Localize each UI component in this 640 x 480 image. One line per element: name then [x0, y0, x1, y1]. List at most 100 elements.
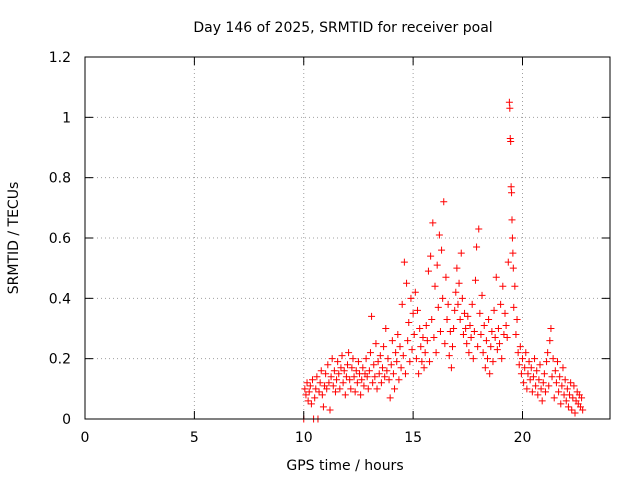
data-point: [479, 349, 487, 357]
data-point: [444, 300, 452, 308]
data-point: [385, 376, 393, 384]
data-point: [410, 331, 418, 339]
data-point: [512, 331, 520, 339]
data-point: [544, 349, 552, 357]
data-point: [364, 385, 372, 393]
data-point: [454, 300, 462, 308]
data-point: [537, 385, 545, 393]
data-point: [481, 364, 489, 372]
data-point: [374, 358, 382, 366]
data-point: [387, 361, 395, 369]
data-point: [418, 358, 426, 366]
y-tick-label: 0.6: [49, 231, 71, 247]
data-point: [313, 373, 321, 381]
data-point: [401, 370, 409, 378]
x-tick-label: 20: [514, 430, 532, 446]
data-point: [436, 328, 444, 336]
data-point: [552, 379, 560, 387]
data-point: [357, 391, 365, 399]
data-point: [353, 379, 361, 387]
data-point: [522, 349, 530, 357]
data-point: [547, 325, 555, 332]
data-point: [368, 312, 376, 320]
data-point: [388, 337, 396, 345]
data-point: [352, 367, 360, 375]
data-point: [415, 370, 423, 378]
data-point: [420, 364, 428, 372]
data-point: [326, 406, 334, 414]
data-point: [555, 388, 563, 396]
data-point: [435, 231, 443, 239]
data-point: [345, 349, 353, 357]
data-point: [408, 346, 416, 354]
data-point: [516, 343, 524, 351]
data-point: [331, 388, 339, 396]
data-point: [389, 370, 397, 378]
data-point: [409, 309, 417, 317]
data-point: [543, 358, 551, 366]
data-point: [455, 279, 463, 287]
data-point: [496, 340, 504, 348]
data-point: [540, 370, 548, 378]
data-point: [372, 340, 380, 348]
data-point: [336, 385, 344, 393]
data-point: [430, 334, 438, 342]
data-point: [532, 382, 540, 390]
data-point: [340, 367, 348, 375]
data-point: [305, 388, 313, 396]
data-point: [383, 367, 391, 375]
data-point: [511, 282, 519, 290]
data-point: [488, 328, 496, 336]
data-point: [419, 334, 427, 342]
data-point: [317, 367, 325, 375]
y-tick-label: 1.2: [49, 50, 71, 66]
data-point: [507, 183, 515, 191]
data-point: [440, 198, 448, 206]
data-point: [349, 355, 357, 363]
data-point: [417, 343, 425, 351]
data-point: [450, 325, 458, 332]
data-point: [311, 394, 319, 402]
data-point: [391, 385, 399, 393]
data-point: [463, 340, 471, 348]
data-point: [346, 376, 354, 384]
data-point: [486, 370, 494, 378]
data-point: [319, 403, 327, 411]
data-point: [315, 388, 323, 396]
data-point: [405, 318, 413, 326]
data-point: [339, 379, 347, 387]
data-point: [527, 364, 535, 372]
data-point: [466, 321, 474, 329]
x-tick-label: 15: [404, 430, 422, 446]
data-point: [406, 358, 414, 366]
data-point: [365, 367, 373, 375]
data-point: [570, 382, 578, 390]
data-point: [471, 276, 479, 284]
data-point: [456, 315, 464, 323]
data-point: [554, 358, 561, 366]
data-point: [514, 349, 522, 357]
data-point: [561, 376, 569, 384]
data-point: [431, 282, 439, 290]
data-point: [384, 355, 392, 363]
data-point: [578, 394, 586, 402]
data-point: [510, 303, 518, 311]
data-point: [434, 303, 442, 311]
data-point: [342, 373, 350, 381]
data-point: [370, 361, 378, 369]
data-point: [521, 364, 529, 372]
data-point: [566, 391, 574, 399]
data-point: [567, 379, 575, 387]
x-tick-label: 10: [295, 430, 313, 446]
data-point: [498, 355, 506, 363]
data-point: [478, 291, 486, 299]
data-point: [524, 370, 532, 378]
data-point: [492, 273, 500, 281]
data-point: [407, 294, 415, 302]
data-point: [341, 391, 349, 399]
y-tick-label: 0.2: [49, 352, 71, 368]
data-point: [381, 373, 389, 381]
data-point: [462, 325, 470, 332]
